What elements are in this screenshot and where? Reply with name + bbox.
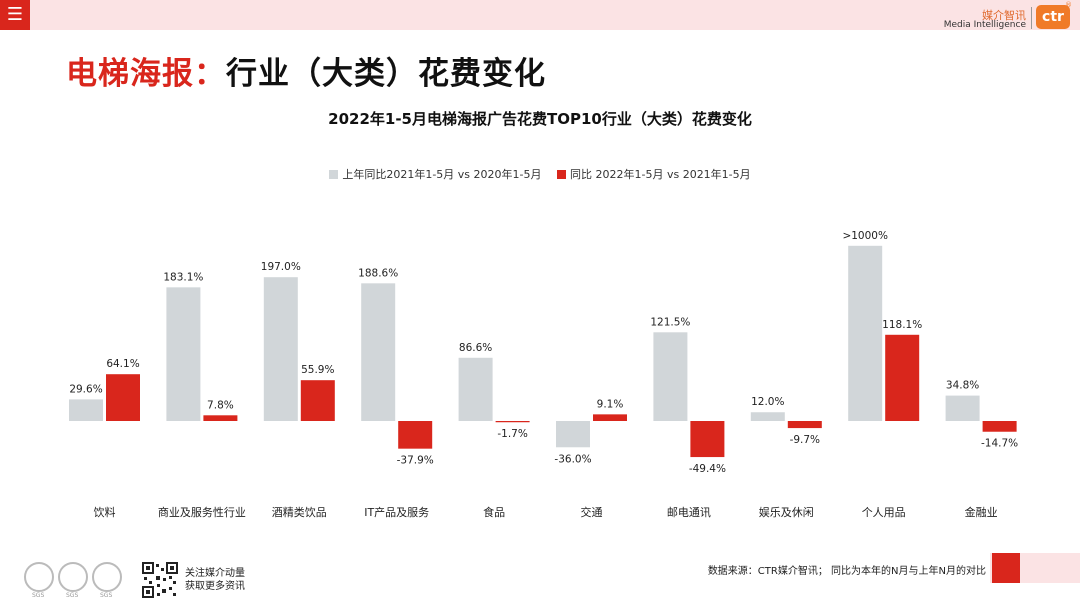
bar-current-year [300, 380, 335, 421]
qr-code-icon[interactable] [142, 562, 178, 598]
data-label: -9.7% [790, 434, 820, 446]
legend-swatch-red [557, 170, 566, 179]
data-label: 86.6% [459, 342, 492, 354]
data-label: 183.1% [163, 271, 203, 283]
data-label: 7.8% [207, 399, 234, 411]
qr-caption-line1: 关注媒介动量 [185, 568, 245, 579]
data-label: 118.1% [882, 319, 922, 331]
qr-caption-line2: 获取更多资讯 [185, 581, 245, 592]
hamburger-menu-icon[interactable]: ☰ [0, 0, 30, 30]
category-label: IT产品及服务 [364, 505, 429, 519]
bar-current-year [885, 334, 920, 421]
data-label: -36.0% [554, 453, 591, 465]
bar-prev-year [361, 283, 396, 421]
bar-prev-year [848, 245, 883, 421]
bar-prev-year [69, 399, 103, 421]
data-label: 188.6% [358, 267, 398, 279]
data-label: -14.7% [981, 438, 1018, 450]
category-label: 邮电通讯 [667, 506, 711, 519]
bar-current-year [982, 421, 1017, 432]
legend-label-prev-year: 上年同比2021年1-5月 vs 2020年1-5月 [342, 168, 542, 181]
bar-current-year [106, 374, 140, 421]
bar-prev-year [556, 421, 590, 448]
sgs-certifications: SGS SGS SGS [22, 562, 122, 599]
data-label: 121.5% [650, 316, 690, 328]
footer-accent-red [992, 553, 1020, 583]
sgs-certification-icon [58, 562, 88, 592]
brand-name-en: Media Intelligence [943, 20, 1026, 30]
data-label: 55.9% [301, 364, 334, 376]
data-label: >1000% [842, 230, 888, 242]
legend-item-current-year: 同比 2022年1-5月 vs 2021年1-5月 [557, 166, 751, 182]
data-label: 64.1% [106, 358, 139, 370]
page-title-prefix: 电梯海报： [66, 56, 226, 92]
bar-current-year [495, 421, 530, 423]
data-label: 9.1% [597, 398, 624, 410]
brand-divider [1031, 7, 1032, 29]
bar-current-year [203, 415, 238, 421]
brand-name-cn: 媒介智讯 [982, 9, 1026, 22]
qr-caption: 关注媒介动量 获取更多资讯 [185, 567, 245, 593]
top-header-bar [0, 0, 1080, 30]
legend-label-current-year: 同比 2022年1-5月 vs 2021年1-5月 [570, 168, 751, 181]
data-label: 197.0% [261, 261, 301, 273]
category-label: 商业及服务性行业 [158, 505, 246, 519]
chart-legend: 上年同比2021年1-5月 vs 2020年1-5月 同比 2022年1-5月 … [0, 166, 1080, 182]
bar-current-year [593, 414, 627, 421]
sgs-label: SGS [32, 592, 45, 599]
category-label: 酒精类饮品 [272, 505, 327, 519]
chart-title: 2022年1-5月电梯海报广告花费TOP10行业（大类）花费变化 [328, 110, 752, 128]
category-label: 金融业 [965, 505, 998, 519]
page-title-main: 行业（大类）花费变化 [226, 56, 546, 92]
data-label: -37.9% [397, 455, 434, 467]
category-label: 个人用品 [862, 506, 906, 519]
bar-current-year [690, 421, 725, 458]
bar-prev-year [750, 412, 785, 421]
data-label: 29.6% [69, 383, 102, 395]
data-label: 34.8% [946, 380, 979, 392]
legend-swatch-grey [329, 170, 339, 179]
bar-current-year [398, 421, 433, 449]
category-label: 交通 [581, 505, 603, 519]
bar-prev-year [166, 287, 201, 421]
bar-prev-year [458, 357, 493, 421]
registered-mark: ® [1065, 1, 1072, 9]
ctr-brand: 媒介智讯 Media Intelligence ctr ® [932, 1, 1072, 30]
category-label: 食品 [483, 505, 505, 519]
data-label: -1.7% [497, 428, 527, 440]
data-source-note: 数据来源：CTR媒介智讯； 同比为本年的N月与上年N月的对比 [707, 566, 986, 577]
legend-item-prev-year: 上年同比2021年1-5月 vs 2020年1-5月 [329, 166, 542, 182]
sgs-label: SGS [100, 592, 113, 599]
page-title: 电梯海报：行业（大类）花费变化 [66, 48, 546, 93]
bar-prev-year [945, 395, 980, 421]
data-label: -49.4% [689, 463, 726, 475]
data-label: 12.0% [751, 396, 784, 408]
category-label: 饮料 [94, 505, 116, 519]
ctr-logo: ctr [1036, 5, 1070, 29]
bar-current-year [787, 421, 822, 429]
category-label: 娱乐及休闲 [759, 505, 814, 519]
bar-prev-year [653, 332, 688, 421]
bar-chart: 29.6% 64.1% 饮料 183.1% 7.8% 商业及服务性行业 197.0% 55.9… [69, 230, 1018, 519]
sgs-certification-icon [92, 562, 122, 592]
bar-prev-year [263, 277, 298, 421]
sgs-certification-icon [24, 562, 54, 592]
sgs-label: SGS [66, 592, 79, 599]
